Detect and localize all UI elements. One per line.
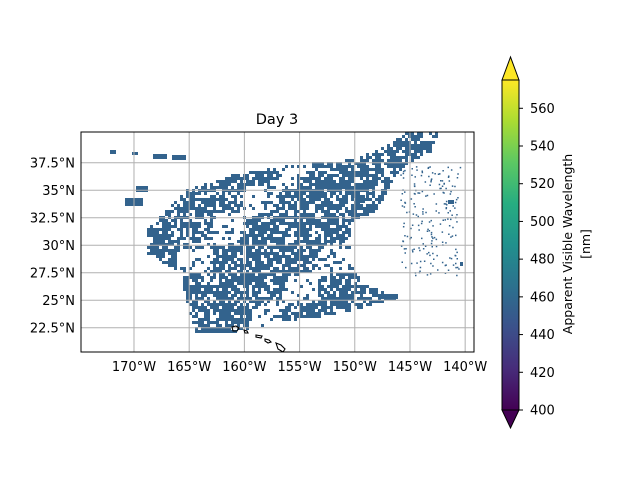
lon-tick-label: 170°W [112, 360, 156, 375]
island-kauai [231, 325, 240, 332]
longitude-ticks: 170°W 165°W 160°W 155°W 150°W 145°W 140°W [112, 360, 487, 375]
island-maui [264, 338, 273, 344]
wavelength-data-layer [110, 132, 463, 333]
lat-tick-label: 27.5°N [30, 266, 75, 281]
colorbar-tick-label: 480 [530, 253, 555, 268]
island-oahu [243, 329, 249, 334]
lon-tick-label: 145°W [388, 360, 432, 375]
gridlines [81, 132, 474, 352]
lon-tick-label: 150°W [333, 360, 377, 375]
colorbar-ticks: 400 420 440 460 480 500 520 540 560 [519, 102, 555, 419]
colorbar-tick-label: 500 [530, 215, 555, 230]
colorbar-tick-label: 420 [530, 366, 555, 381]
lat-tick-label: 35°N [42, 184, 75, 199]
map-frame [80, 131, 475, 353]
colorbar-label-line2: [nm] [578, 229, 593, 259]
lon-tick-label: 165°W [167, 360, 211, 375]
lon-tick-label: 155°W [277, 360, 321, 375]
colorbar-tick-label: 400 [530, 404, 555, 419]
lat-tick-label: 25°N [42, 294, 75, 309]
lat-tick-label: 32.5°N [30, 211, 75, 226]
lat-tick-label: 22.5°N [30, 321, 75, 336]
lon-tick-label: 140°W [443, 360, 487, 375]
colorbar-tick-label: 540 [530, 140, 555, 155]
colorbar-label-line1: Apparent Visible Wavelength [560, 154, 575, 334]
lat-tick-label: 30°N [42, 239, 75, 254]
colorbar-gradient [502, 80, 519, 410]
map-title: Day 3 [256, 112, 298, 128]
lon-tick-label: 160°W [222, 360, 266, 375]
colorbar-extend-max [501, 55, 520, 81]
colorbar: 400 420 440 460 480 500 520 540 560 Apparent Vis… [501, 55, 593, 430]
colorbar-extend-min [501, 409, 520, 430]
colorbar-tick-label: 440 [530, 328, 555, 343]
lat-tick-label: 37.5°N [30, 156, 75, 171]
hawaii-coastline [231, 325, 286, 352]
island-molokai [255, 334, 263, 339]
colorbar-tick-label: 560 [530, 102, 555, 117]
latitude-ticks: 37.5°N 35°N 32.5°N 30°N 27.5°N 25°N 22.5°N [30, 156, 75, 336]
colorbar-tick-label: 460 [530, 290, 555, 305]
data-pixels [110, 132, 463, 333]
island-hawaii [275, 342, 286, 352]
map-axes: 170°W 165°W 160°W 155°W 150°W 145°W 140°W 37.5… [30, 131, 487, 375]
colorbar-tick-label: 520 [530, 177, 555, 192]
